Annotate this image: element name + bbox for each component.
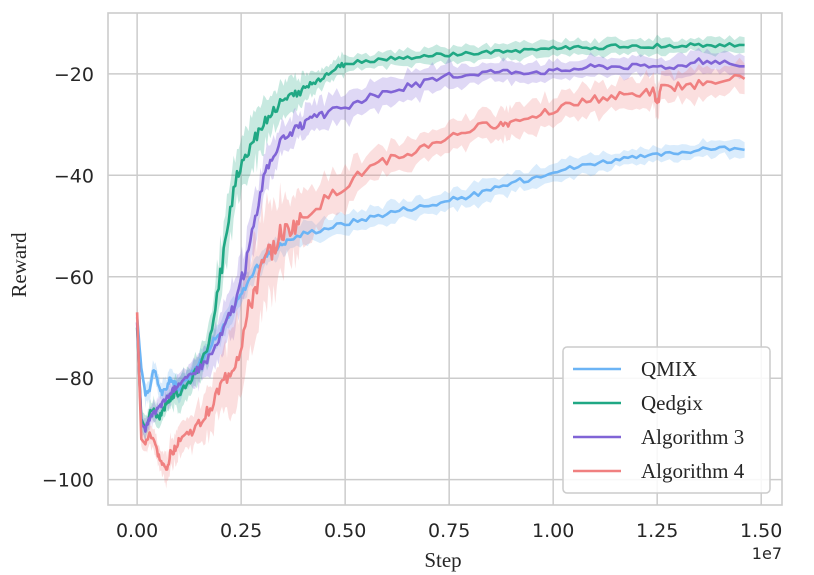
line-qedgix xyxy=(135,41,745,430)
legend-box xyxy=(562,346,771,494)
y-tick-label: −100 xyxy=(42,470,94,492)
y-axis-label: Reward xyxy=(7,232,31,298)
series-lines xyxy=(135,41,746,471)
legend-label: Algorithm 3 xyxy=(641,425,744,449)
x-tick-label: 0.00 xyxy=(116,520,158,542)
x-tick-label: 0.75 xyxy=(428,520,470,542)
band-algorithm-3 xyxy=(137,47,745,445)
x-axis-label: Step xyxy=(424,548,461,572)
x-tick-label: 0.25 xyxy=(220,520,262,542)
y-tick-label: −40 xyxy=(54,165,94,187)
y-tick-label: −20 xyxy=(54,64,94,86)
x-tick-label: 1.50 xyxy=(740,520,782,542)
y-tick-label: −60 xyxy=(54,267,94,289)
tick-labels: 0.00 0.25 0.50 0.75 1.00 1.25 1.50 −100 −80 −60 −4… xyxy=(42,64,783,542)
x-tick-label: 1.00 xyxy=(532,520,574,542)
legend: QMIX Qedgix Algorithm 3 Algorithm 4 xyxy=(562,346,771,494)
x-tick-label: 1.25 xyxy=(636,520,678,542)
x-axis-offset-label: 1e7 xyxy=(752,544,782,563)
legend-label: QMIX xyxy=(641,357,697,381)
line-algorithm-3 xyxy=(135,57,745,433)
plot-border xyxy=(107,12,783,506)
y-tick-label: −80 xyxy=(54,368,94,390)
legend-label: Algorithm 4 xyxy=(641,459,745,483)
x-tick-label: 0.50 xyxy=(324,520,366,542)
line-qmix xyxy=(135,145,745,397)
grid xyxy=(108,13,782,505)
legend-label: Qedgix xyxy=(641,391,703,415)
line-algorithm-4 xyxy=(135,73,746,471)
